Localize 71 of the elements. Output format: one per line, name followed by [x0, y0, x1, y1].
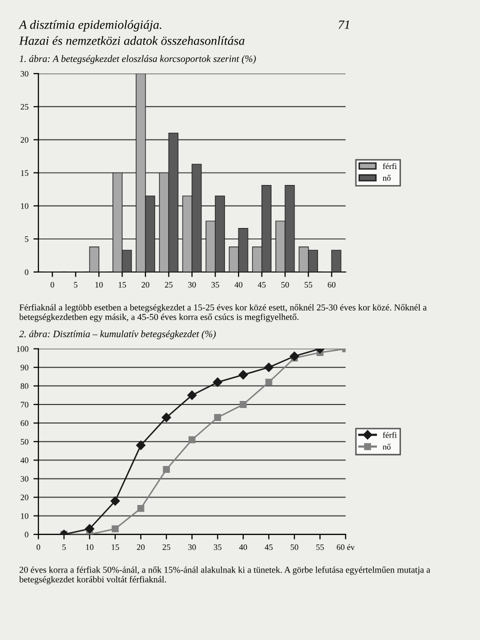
point — [240, 401, 247, 408]
legend-label: nő — [382, 444, 391, 450]
y-tick-label: 40 — [20, 458, 28, 464]
point — [212, 378, 222, 387]
y-tick-label: 100 — [16, 346, 28, 352]
x-tick-label: 35 — [214, 544, 222, 550]
x-tick-label: 60 év — [336, 544, 355, 550]
point — [112, 525, 119, 532]
y-tick-label: 90 — [20, 364, 28, 370]
chart-title: 2. ábra: Disztímia – kumulatív betegségkezdet (%) — [19, 330, 216, 340]
x-tick-label: 25 — [162, 544, 170, 550]
x-tick-label: 50 — [281, 282, 289, 288]
legend-label: férfi — [382, 432, 397, 438]
y-tick-label: 60 — [20, 420, 28, 426]
y-tick-label: 20 — [20, 137, 28, 143]
x-tick-label: 45 — [258, 282, 266, 288]
x-tick-label: 40 — [234, 282, 242, 288]
y-tick-label: 80 — [20, 383, 28, 389]
x-tick-label: 55 — [316, 544, 324, 550]
point — [238, 370, 248, 380]
point — [136, 440, 146, 450]
x-tick-label: 25 — [164, 282, 173, 288]
point — [84, 524, 94, 534]
y-tick-label: 0 — [24, 532, 28, 538]
x-tick-label: 15 — [118, 282, 126, 288]
x-tick-label: 50 — [290, 544, 298, 550]
legend-label: nő — [382, 174, 391, 181]
text: Hazai és nemzetközi adatok összehasonlítása — [19, 36, 244, 45]
x-tick-label: 35 — [212, 282, 220, 288]
text: 20 éves korra a férfiak 50%-ánál, a nők 15%-ánál alakulnak ki a tünetek. A görbe lefutása egyértelműen mutatja a betegségkezdet korábbi voltát férfiaknál. — [19, 566, 430, 584]
x-tick-label: 5 — [62, 544, 66, 550]
text: Férfiaknál a legtöbb esetben a betegségkezdet a 15-25 éves kor közé esett, nőknél 25-30 éves kor közé. Nőknél a betegségkezdetben egy másik, a 45-50 éves korra eső csúcs is megfigyelhető. — [19, 304, 427, 322]
legend-label: férfi — [382, 163, 397, 170]
chart-title: 1. ábra: A betegségkezdet eloszlása korcsoportok szerint (%) — [20, 55, 256, 64]
y-tick-label: 50 — [20, 438, 28, 445]
y-tick-label: 10 — [21, 203, 28, 209]
x-tick-label: 55 — [304, 282, 312, 288]
x-tick-label: 60 — [328, 282, 336, 288]
x-tick-label: 20 — [142, 282, 150, 288]
y-tick-label: 70 — [20, 402, 28, 408]
point — [290, 352, 300, 361]
x-tick-label: 30 — [188, 544, 196, 550]
point — [110, 496, 120, 506]
y-tick-label: 25 — [20, 104, 28, 110]
x-tick-label: 40 — [239, 544, 248, 550]
x-tick-label: 15 — [112, 544, 120, 550]
x-tick-label: 45 — [264, 544, 273, 550]
x-tick-label: 0 — [50, 282, 54, 288]
point — [187, 390, 197, 400]
point — [188, 436, 196, 444]
point — [264, 362, 274, 372]
point — [137, 504, 144, 512]
point — [265, 378, 272, 386]
y-tick-label: 10 — [21, 513, 28, 519]
x-tick-label: 20 — [137, 544, 145, 550]
text: A disztímia epidemiológiája. — [18, 20, 162, 32]
y-tick-label: 30 — [20, 70, 28, 77]
point — [162, 412, 172, 422]
x-tick-label: 5 — [74, 282, 78, 288]
y-tick-label: 20 — [20, 494, 28, 500]
x-tick-label: 10 — [95, 282, 103, 288]
point — [214, 414, 222, 421]
y-tick-label: 15 — [21, 170, 28, 176]
y-tick-label: 30 — [20, 476, 28, 482]
y-tick-label: 0 — [24, 269, 28, 275]
x-tick-label: 10 — [86, 544, 94, 550]
point — [162, 466, 170, 473]
y-tick-label: 5 — [24, 236, 28, 242]
x-tick-label: 30 — [188, 282, 196, 288]
x-tick-label: 0 — [36, 544, 40, 550]
text: 71 — [338, 20, 350, 29]
